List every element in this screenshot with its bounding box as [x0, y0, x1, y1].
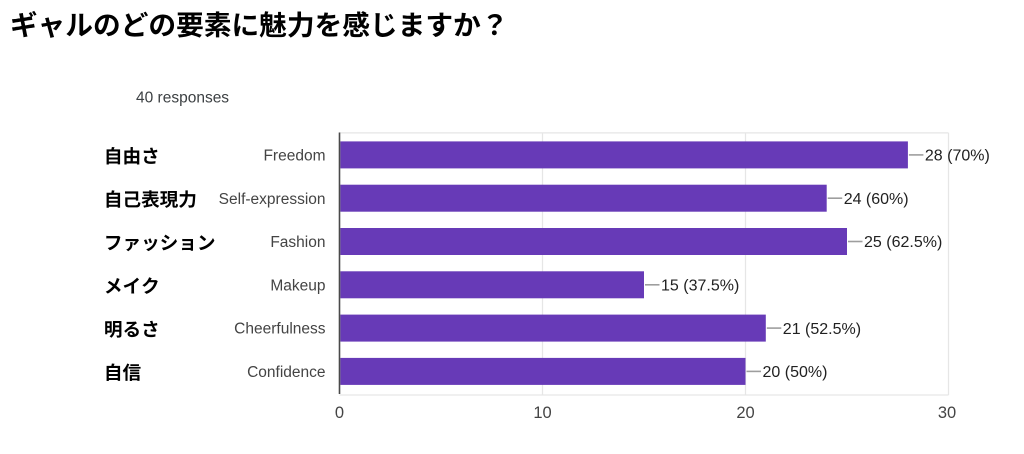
svg-text:20: 20 — [736, 404, 754, 422]
svg-text:10: 10 — [533, 404, 551, 422]
svg-text:0: 0 — [335, 404, 344, 422]
svg-text:Makeup: Makeup — [270, 277, 325, 294]
svg-text:15 (37.5%): 15 (37.5%) — [661, 278, 739, 295]
svg-text:Freedom: Freedom — [263, 148, 325, 165]
svg-text:21 (52.5%): 21 (52.5%) — [783, 321, 861, 338]
svg-text:40 responses: 40 responses — [136, 89, 229, 106]
svg-text:30: 30 — [938, 404, 956, 422]
svg-text:Cheerfulness: Cheerfulness — [234, 321, 326, 338]
svg-text:28 (70%): 28 (70%) — [925, 148, 990, 165]
svg-text:20 (50%): 20 (50%) — [763, 364, 828, 381]
svg-text:Confidence: Confidence — [247, 364, 325, 381]
svg-text:Fashion: Fashion — [270, 234, 325, 251]
svg-text:25 (62.5%): 25 (62.5%) — [864, 234, 942, 251]
svg-text:24 (60%): 24 (60%) — [844, 191, 909, 208]
svg-text:Self-expression: Self-expression — [219, 191, 326, 208]
